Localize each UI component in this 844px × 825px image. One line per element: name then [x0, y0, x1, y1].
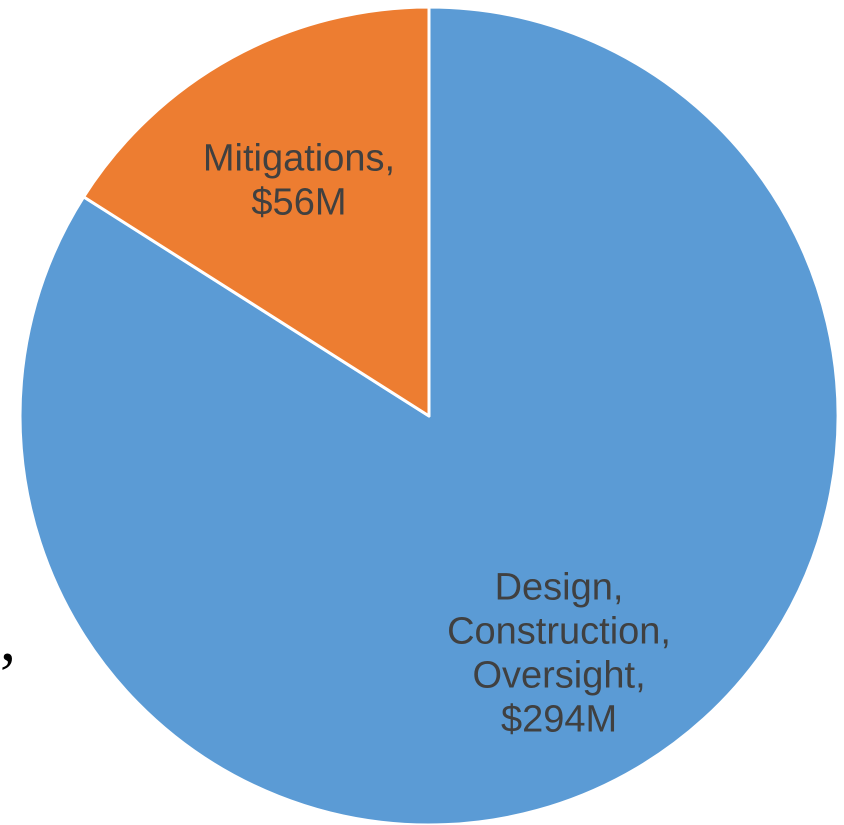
- data-label-design-construction-oversight: Design, Construction, Oversight, $294M: [447, 567, 671, 741]
- data-label-line: Oversight,: [472, 655, 645, 697]
- data-label-line: $56M: [251, 181, 346, 223]
- pie-slice-mitigations: [82, 5, 431, 418]
- data-label-line: Construction,: [447, 611, 671, 653]
- pie-slices: [18, 5, 840, 825]
- data-label-line: Mitigations,: [203, 137, 395, 179]
- stray-comma-mark: ,: [0, 603, 16, 674]
- data-label-mitigations: Mitigations, $56M: [203, 137, 395, 223]
- data-label-line: $294M: [501, 699, 617, 741]
- data-label-line: Design,: [495, 567, 624, 609]
- pie-data-labels: Design, Construction, Oversight, $294M Mitig…: [203, 137, 671, 740]
